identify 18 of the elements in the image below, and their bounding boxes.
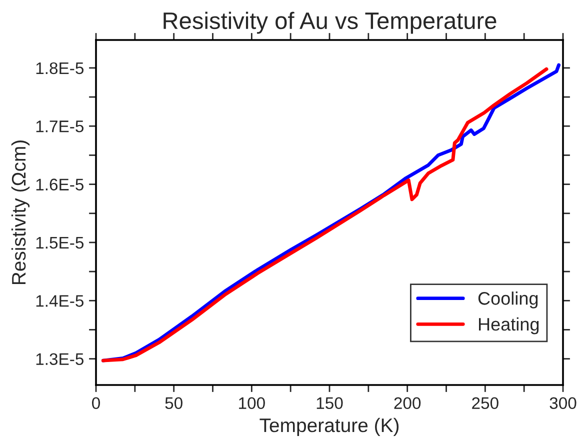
y-axis-title: Resistivity (Ωcm) <box>11 140 30 284</box>
y-tick-label: 1.3E-5 <box>36 353 84 366</box>
x-tick-label: 300 <box>550 397 576 410</box>
y-tick-label: 1.7E-5 <box>36 120 84 132</box>
x-tick-label: 250 <box>472 397 498 410</box>
x-tick-label: 50 <box>165 397 182 410</box>
x-axis-title: Temperature (K) <box>260 418 399 436</box>
legend-label: Heating <box>478 317 539 334</box>
y-tick-label: 1.5E-5 <box>36 237 84 249</box>
x-tick-label: 100 <box>239 397 265 410</box>
y-tick-label: 1.8E-5 <box>36 62 84 74</box>
chart-title: Resistivity of Au vs Temperature <box>164 12 496 34</box>
x-tick-label: 0 <box>92 397 100 410</box>
legend-label: Cooling <box>478 292 538 308</box>
x-tick-label: 200 <box>394 397 421 410</box>
x-tick-label: 150 <box>316 397 343 410</box>
y-tick-label: 1.6E-5 <box>36 178 84 190</box>
y-tick-label: 1.4E-5 <box>36 295 84 307</box>
